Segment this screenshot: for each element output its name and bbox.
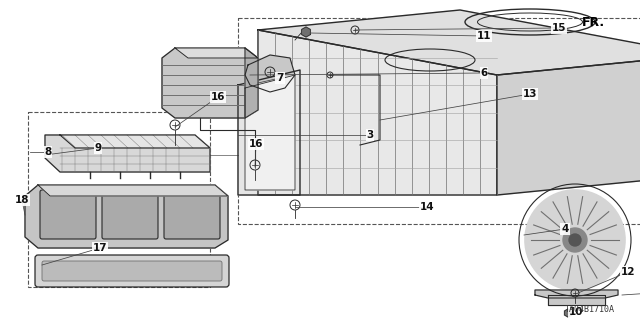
Polygon shape <box>301 27 310 37</box>
Circle shape <box>525 190 625 290</box>
Text: 6: 6 <box>481 68 488 78</box>
Polygon shape <box>245 75 295 190</box>
Text: 9: 9 <box>95 143 102 153</box>
FancyBboxPatch shape <box>102 190 158 239</box>
Text: 14: 14 <box>420 202 435 212</box>
FancyBboxPatch shape <box>42 261 222 281</box>
Text: TA04B1710A: TA04B1710A <box>565 306 615 315</box>
Polygon shape <box>60 135 210 148</box>
Polygon shape <box>25 185 228 248</box>
Text: FR.: FR. <box>582 16 605 28</box>
Polygon shape <box>38 185 228 196</box>
Polygon shape <box>548 295 605 305</box>
Text: 8: 8 <box>44 147 52 157</box>
Circle shape <box>563 228 587 252</box>
Text: 11: 11 <box>477 31 492 41</box>
Bar <box>238 18 640 224</box>
Polygon shape <box>245 55 295 92</box>
Text: 15: 15 <box>552 23 566 33</box>
Polygon shape <box>258 30 497 195</box>
Polygon shape <box>162 48 258 118</box>
Text: 16: 16 <box>211 92 225 102</box>
Text: 7: 7 <box>276 73 284 83</box>
Bar <box>28 112 210 287</box>
FancyBboxPatch shape <box>164 190 220 239</box>
Polygon shape <box>245 48 258 118</box>
FancyBboxPatch shape <box>35 255 229 287</box>
Text: 18: 18 <box>15 195 29 205</box>
Text: 13: 13 <box>523 89 537 99</box>
Polygon shape <box>175 48 258 58</box>
Text: 10: 10 <box>569 307 583 317</box>
FancyBboxPatch shape <box>40 190 96 239</box>
Polygon shape <box>535 290 618 298</box>
Text: 12: 12 <box>621 267 636 277</box>
Circle shape <box>569 234 581 246</box>
Polygon shape <box>238 70 300 195</box>
Polygon shape <box>497 55 640 195</box>
Text: 3: 3 <box>366 130 374 140</box>
Polygon shape <box>45 135 210 172</box>
Polygon shape <box>258 10 640 75</box>
Text: 16: 16 <box>249 139 263 149</box>
Text: 17: 17 <box>93 243 108 253</box>
Text: 4: 4 <box>561 224 569 234</box>
Polygon shape <box>564 309 572 317</box>
